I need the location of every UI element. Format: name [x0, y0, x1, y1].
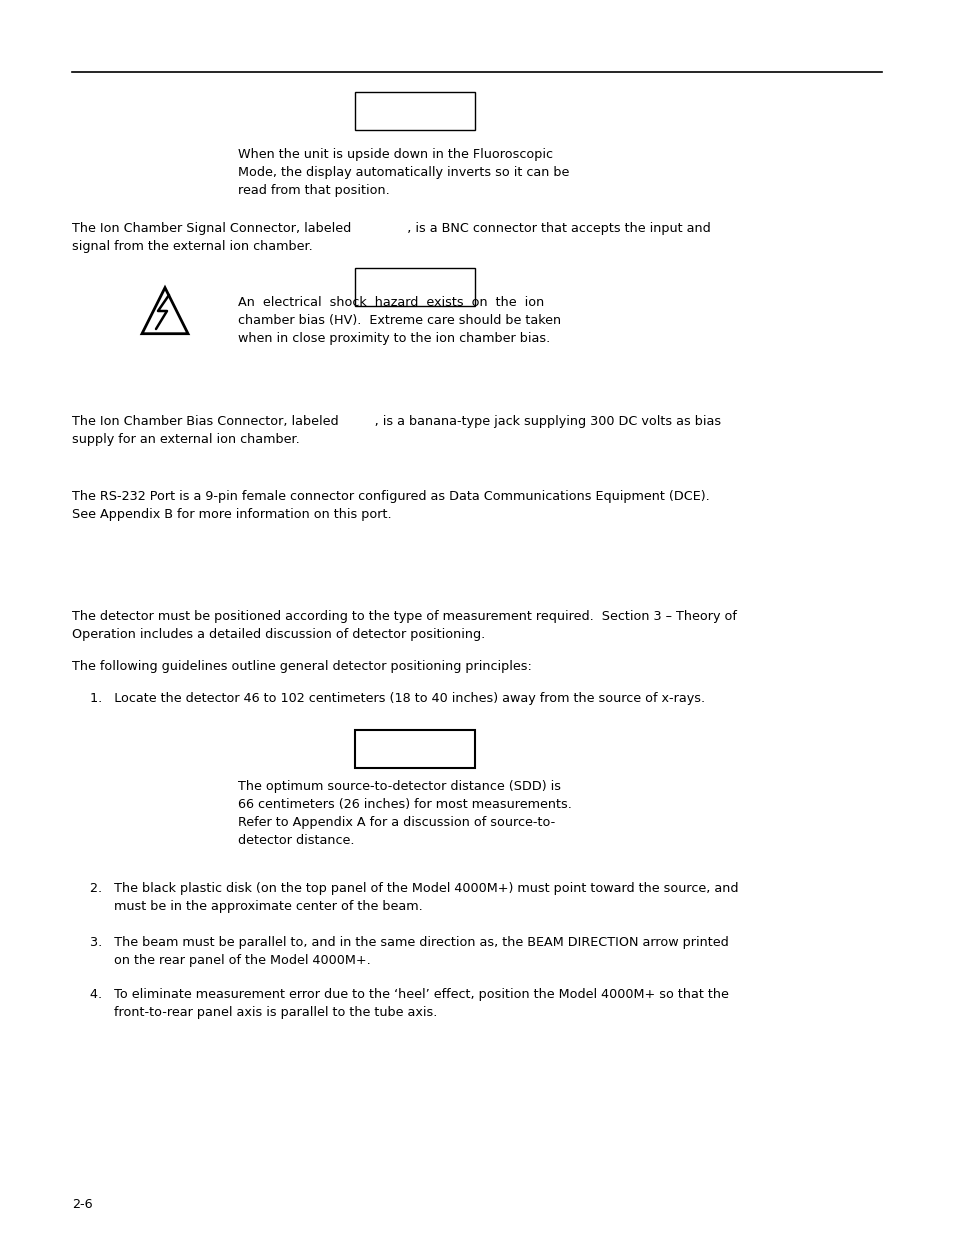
- Text: The Ion Chamber Signal Connector, labeled              , is a BNC connector that: The Ion Chamber Signal Connector, labele…: [71, 222, 710, 253]
- Bar: [355, 730, 475, 768]
- Text: The RS-232 Port is a 9-pin female connector configured as Data Communications Eq: The RS-232 Port is a 9-pin female connec…: [71, 490, 709, 521]
- Text: The Ion Chamber Bias Connector, labeled         , is a banana-type jack supplyin: The Ion Chamber Bias Connector, labeled …: [71, 415, 720, 446]
- Bar: [355, 268, 475, 306]
- Text: The detector must be positioned according to the type of measurement required.  : The detector must be positioned accordin…: [71, 610, 736, 641]
- Text: An  electrical  shock  hazard  exists  on  the  ion
chamber bias (HV).  Extreme : An electrical shock hazard exists on the…: [237, 296, 560, 345]
- Text: The optimum source-to-detector distance (SDD) is
66 centimeters (26 inches) for : The optimum source-to-detector distance …: [237, 781, 571, 847]
- Bar: [355, 91, 475, 130]
- Text: 1.   Locate the detector 46 to 102 centimeters (18 to 40 inches) away from the s: 1. Locate the detector 46 to 102 centime…: [90, 692, 704, 705]
- Text: 2-6: 2-6: [71, 1198, 92, 1212]
- Text: The following guidelines outline general detector positioning principles:: The following guidelines outline general…: [71, 659, 532, 673]
- Text: 2.   The black plastic disk (on the top panel of the Model 4000M+) must point to: 2. The black plastic disk (on the top pa…: [90, 882, 738, 913]
- Text: 3.   The beam must be parallel to, and in the same direction as, the BEAM DIRECT: 3. The beam must be parallel to, and in …: [90, 936, 728, 967]
- Text: When the unit is upside down in the Fluoroscopic
Mode, the display automatically: When the unit is upside down in the Fluo…: [237, 148, 569, 198]
- Text: 4.   To eliminate measurement error due to the ‘heel’ effect, position the Model: 4. To eliminate measurement error due to…: [90, 988, 728, 1019]
